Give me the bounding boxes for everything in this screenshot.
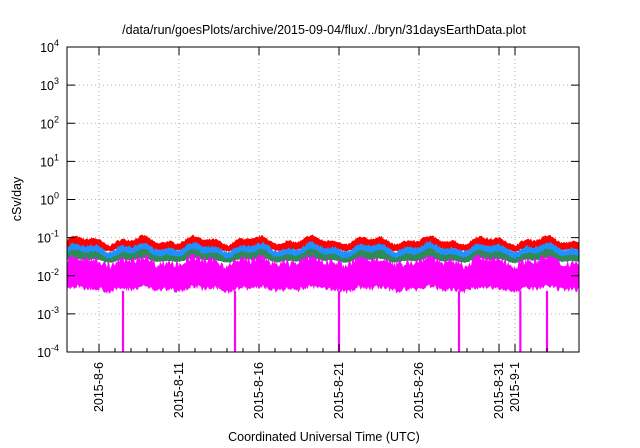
y-tick-label: 10-4 — [37, 343, 59, 360]
x-tick-label: 2015-8-6 — [92, 362, 106, 412]
grid — [67, 47, 579, 352]
y-axis-label: cSv/day — [10, 176, 24, 221]
x-tick-label: 2015-8-16 — [252, 362, 266, 419]
y-tick-label: 10-2 — [37, 267, 59, 284]
x-tick-label: 2015-8-21 — [332, 362, 346, 419]
y-tick-label: 10-1 — [37, 229, 59, 246]
y-tick-label: 102 — [40, 114, 59, 131]
axes: 10-4 10-3 10-2 10-1 100 101 102 103 104 2015-8-6 2… — [37, 38, 580, 419]
x-tick-label: 2015-8-11 — [172, 362, 186, 418]
data-series — [66, 234, 580, 352]
y-tick-label: 101 — [40, 152, 59, 169]
y-tick-label: 100 — [40, 191, 59, 208]
x-tick-label: 2015-8-26 — [412, 362, 426, 419]
y-tick-label: 10-3 — [37, 305, 59, 322]
x-axis-label: Coordinated Universal Time (UTC) — [228, 430, 420, 444]
x-tick-label: 2015-9-1 — [508, 362, 522, 412]
y-tick-label: 103 — [40, 76, 59, 93]
y-tick-label: 104 — [40, 38, 59, 55]
chart-title: /data/run/goesPlots/archive/2015-09-04/f… — [122, 23, 526, 37]
x-tick-label: 2015-8-31 — [492, 362, 506, 419]
